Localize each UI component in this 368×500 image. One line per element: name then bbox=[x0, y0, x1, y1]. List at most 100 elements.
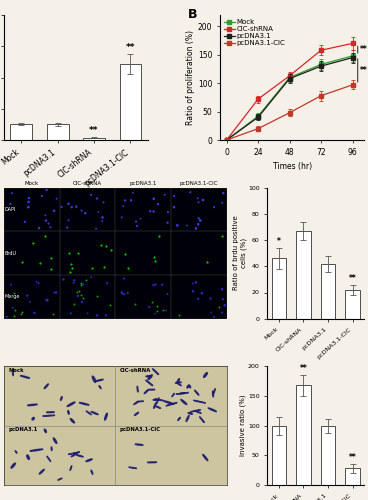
Ellipse shape bbox=[190, 410, 201, 412]
Ellipse shape bbox=[194, 400, 205, 403]
Text: Mock: Mock bbox=[25, 180, 39, 186]
Point bbox=[66, 216, 71, 224]
Ellipse shape bbox=[188, 412, 192, 414]
Point bbox=[64, 224, 70, 232]
Point bbox=[119, 289, 125, 297]
Bar bbox=[4, 366, 116, 426]
Ellipse shape bbox=[199, 416, 204, 422]
Ellipse shape bbox=[79, 402, 89, 405]
Bar bbox=[60, 275, 116, 319]
Ellipse shape bbox=[58, 478, 62, 480]
Ellipse shape bbox=[144, 390, 148, 394]
Ellipse shape bbox=[146, 376, 152, 377]
Bar bbox=[321, 264, 335, 319]
Text: DAPI: DAPI bbox=[5, 207, 16, 212]
Bar bbox=[116, 231, 171, 275]
Point bbox=[44, 296, 50, 304]
Ellipse shape bbox=[99, 386, 101, 388]
Point bbox=[71, 300, 77, 308]
Ellipse shape bbox=[146, 380, 153, 386]
Point bbox=[29, 240, 35, 248]
Point bbox=[68, 310, 74, 318]
Point bbox=[75, 249, 81, 257]
Point bbox=[163, 306, 169, 314]
Point bbox=[19, 308, 25, 316]
Point bbox=[94, 292, 100, 300]
Bar bbox=[171, 231, 227, 275]
Point bbox=[125, 264, 131, 272]
Point bbox=[149, 298, 155, 306]
Ellipse shape bbox=[155, 399, 164, 401]
Point bbox=[20, 258, 25, 266]
Point bbox=[75, 292, 81, 300]
Point bbox=[120, 202, 126, 210]
Ellipse shape bbox=[156, 406, 160, 408]
Bar bbox=[83, 138, 105, 140]
Point bbox=[78, 281, 84, 289]
Point bbox=[32, 309, 38, 317]
Ellipse shape bbox=[86, 411, 92, 415]
Text: **: ** bbox=[348, 274, 357, 282]
Point bbox=[171, 203, 177, 211]
Ellipse shape bbox=[27, 455, 29, 460]
Text: pcDNA3.1-CIC: pcDNA3.1-CIC bbox=[180, 180, 219, 186]
Text: **: ** bbox=[360, 45, 368, 54]
Point bbox=[196, 214, 202, 222]
Point bbox=[118, 288, 124, 296]
Text: Merge: Merge bbox=[5, 294, 20, 300]
Ellipse shape bbox=[51, 447, 52, 450]
Text: **: ** bbox=[360, 66, 368, 75]
Ellipse shape bbox=[129, 467, 137, 468]
Ellipse shape bbox=[39, 470, 44, 474]
Point bbox=[9, 189, 15, 197]
Point bbox=[130, 189, 136, 197]
Ellipse shape bbox=[105, 413, 107, 420]
Point bbox=[107, 301, 113, 309]
Ellipse shape bbox=[187, 385, 189, 388]
Point bbox=[78, 292, 84, 300]
Text: B: B bbox=[188, 8, 198, 20]
Bar bbox=[116, 188, 171, 231]
Bar bbox=[4, 426, 116, 485]
Text: *: * bbox=[277, 237, 281, 246]
Point bbox=[146, 303, 152, 311]
Ellipse shape bbox=[152, 368, 159, 374]
Text: **: ** bbox=[348, 453, 357, 462]
Point bbox=[52, 288, 57, 296]
Point bbox=[84, 276, 89, 284]
Ellipse shape bbox=[204, 372, 207, 378]
Ellipse shape bbox=[176, 382, 181, 384]
Ellipse shape bbox=[44, 429, 46, 432]
Point bbox=[187, 188, 193, 196]
Ellipse shape bbox=[43, 415, 55, 416]
Point bbox=[7, 200, 13, 208]
Point bbox=[176, 312, 181, 320]
Point bbox=[195, 220, 201, 228]
Point bbox=[162, 190, 168, 198]
Point bbox=[184, 222, 190, 230]
Point bbox=[197, 216, 203, 224]
Point bbox=[34, 278, 40, 286]
Point bbox=[152, 257, 158, 265]
Point bbox=[138, 214, 144, 222]
Ellipse shape bbox=[60, 396, 62, 400]
Point bbox=[211, 203, 217, 211]
Point bbox=[42, 212, 48, 220]
Point bbox=[25, 203, 31, 211]
Point bbox=[122, 196, 128, 204]
Point bbox=[219, 308, 225, 316]
Point bbox=[121, 290, 127, 298]
Bar bbox=[4, 188, 60, 231]
Point bbox=[119, 214, 125, 222]
Point bbox=[190, 280, 196, 287]
Bar bbox=[116, 366, 227, 426]
Bar bbox=[60, 188, 116, 231]
Point bbox=[153, 280, 159, 288]
Point bbox=[216, 303, 222, 311]
Point bbox=[152, 310, 158, 318]
Point bbox=[93, 224, 99, 232]
Point bbox=[27, 298, 33, 306]
Ellipse shape bbox=[134, 402, 138, 404]
Bar bbox=[272, 426, 286, 485]
Y-axis label: Invasive ratio (%): Invasive ratio (%) bbox=[240, 395, 247, 456]
